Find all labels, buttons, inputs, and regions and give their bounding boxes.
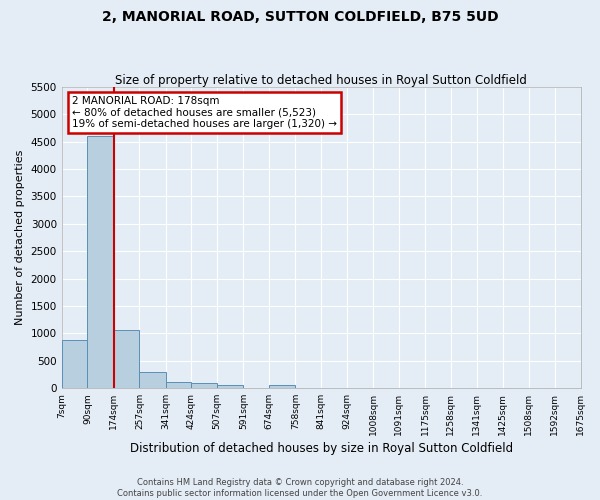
- Y-axis label: Number of detached properties: Number of detached properties: [15, 150, 25, 325]
- Bar: [88, 136, 113, 388]
- X-axis label: Distribution of detached houses by size in Royal Sutton Coldfield: Distribution of detached houses by size …: [130, 442, 512, 455]
- Bar: [269, 385, 295, 388]
- Bar: [166, 382, 191, 388]
- Bar: [113, 330, 139, 388]
- Title: Size of property relative to detached houses in Royal Sutton Coldfield: Size of property relative to detached ho…: [115, 74, 527, 87]
- Text: 2 MANORIAL ROAD: 178sqm
← 80% of detached houses are smaller (5,523)
19% of semi: 2 MANORIAL ROAD: 178sqm ← 80% of detache…: [72, 96, 337, 129]
- Text: 2, MANORIAL ROAD, SUTTON COLDFIELD, B75 5UD: 2, MANORIAL ROAD, SUTTON COLDFIELD, B75 …: [101, 10, 499, 24]
- Bar: [191, 383, 217, 388]
- Bar: [217, 385, 244, 388]
- Bar: [62, 340, 88, 388]
- Bar: [139, 372, 166, 388]
- Text: Contains HM Land Registry data © Crown copyright and database right 2024.
Contai: Contains HM Land Registry data © Crown c…: [118, 478, 482, 498]
